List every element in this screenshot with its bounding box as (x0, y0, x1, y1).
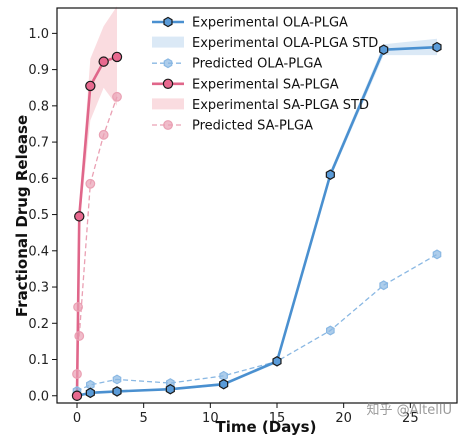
y-tick-label: 0.8 (28, 99, 49, 114)
data-point (85, 80, 96, 92)
legend-entry: Predicted SA-PLGA (152, 119, 313, 134)
data-point (379, 280, 388, 291)
legend-swatch (152, 36, 184, 48)
std-band-4 (77, 6, 117, 396)
data-point (98, 129, 109, 140)
y-tick-label: 0.9 (28, 63, 49, 78)
data-point (325, 169, 335, 180)
y-tick-label: 0.6 (28, 172, 49, 187)
legend-label: Predicted SA-PLGA (192, 119, 313, 134)
y-tick-label: 0.1 (28, 353, 49, 368)
data-point (219, 378, 229, 390)
tick-labels: 0 5 10 15 20 25 0.0 0.1 0.2 0.3 0.4 0.5 0.6 0.7 0.8 0.9… (28, 27, 418, 426)
data-point (98, 56, 109, 67)
series-line-3 (75, 55, 118, 396)
legend-marker (163, 16, 173, 28)
data-point (219, 370, 228, 381)
data-point (326, 325, 335, 336)
data-point (432, 249, 442, 260)
x-tick-label: 15 (269, 411, 286, 426)
std-band-1 (77, 38, 437, 396)
y-tick-label: 0.4 (28, 244, 49, 259)
data-point (71, 390, 83, 401)
x-tick-label: 25 (402, 411, 419, 426)
std-bands (77, 6, 437, 396)
y-tick-label: 0.5 (28, 208, 49, 223)
data-point (165, 383, 175, 395)
y-axis-title: Fractional Drug Release (13, 115, 31, 317)
data-point (112, 386, 122, 397)
legend-label: Experimental SA-PLGA (192, 77, 339, 92)
data-point (112, 374, 122, 385)
y-tick-label: 0.2 (28, 317, 49, 332)
y-tick-label: 0.7 (28, 136, 49, 151)
series-points (71, 41, 442, 402)
legend-label: Experimental SA-PLGA STD (192, 98, 369, 113)
x-tick-label: 10 (202, 411, 219, 426)
legend-entry: Experimental SA-PLGA (152, 77, 339, 92)
y-tick-label: 0.0 (28, 389, 49, 404)
y-tick-label: 1.0 (28, 27, 49, 42)
data-point (74, 331, 85, 341)
data-point (272, 356, 282, 367)
plot-frame (56, 7, 458, 404)
legend-label: Experimental OLA-PLGA (192, 16, 348, 31)
y-tick-label: 0.3 (28, 281, 49, 296)
legend-entry: Experimental OLA-PLGA (152, 16, 348, 31)
legend-entry: Experimental SA-PLGA STD (152, 98, 369, 113)
legend-entry: Experimental OLA-PLGA STD (152, 36, 378, 51)
data-point (112, 91, 122, 102)
data-point (72, 369, 82, 379)
x-tick-label: 5 (140, 411, 148, 426)
x-tick-label: 0 (73, 411, 81, 426)
legend-marker (163, 58, 173, 69)
axes (52, 7, 458, 408)
data-point (74, 211, 85, 222)
data-point (111, 51, 123, 63)
series-line-2 (76, 253, 438, 392)
legend-entry: Predicted OLA-PLGA (152, 57, 322, 72)
data-point (85, 178, 96, 189)
series-line-5 (76, 96, 118, 375)
data-point (432, 41, 442, 53)
legend-marker (163, 120, 173, 130)
legend: Experimental OLA-PLGA Experimental OLA-PL… (152, 16, 378, 134)
x-axis-title: Time (Days) (216, 418, 317, 436)
legend-marker (162, 78, 174, 90)
x-tick-label: 20 (335, 411, 352, 426)
data-point (85, 387, 95, 399)
data-point (379, 44, 389, 55)
legend-label: Predicted OLA-PLGA (192, 57, 322, 72)
watermark: 知乎 @AltellU (367, 402, 452, 418)
legend-swatch (152, 98, 184, 110)
legend-label: Experimental OLA-PLGA STD (192, 36, 378, 51)
data-point (73, 302, 83, 312)
